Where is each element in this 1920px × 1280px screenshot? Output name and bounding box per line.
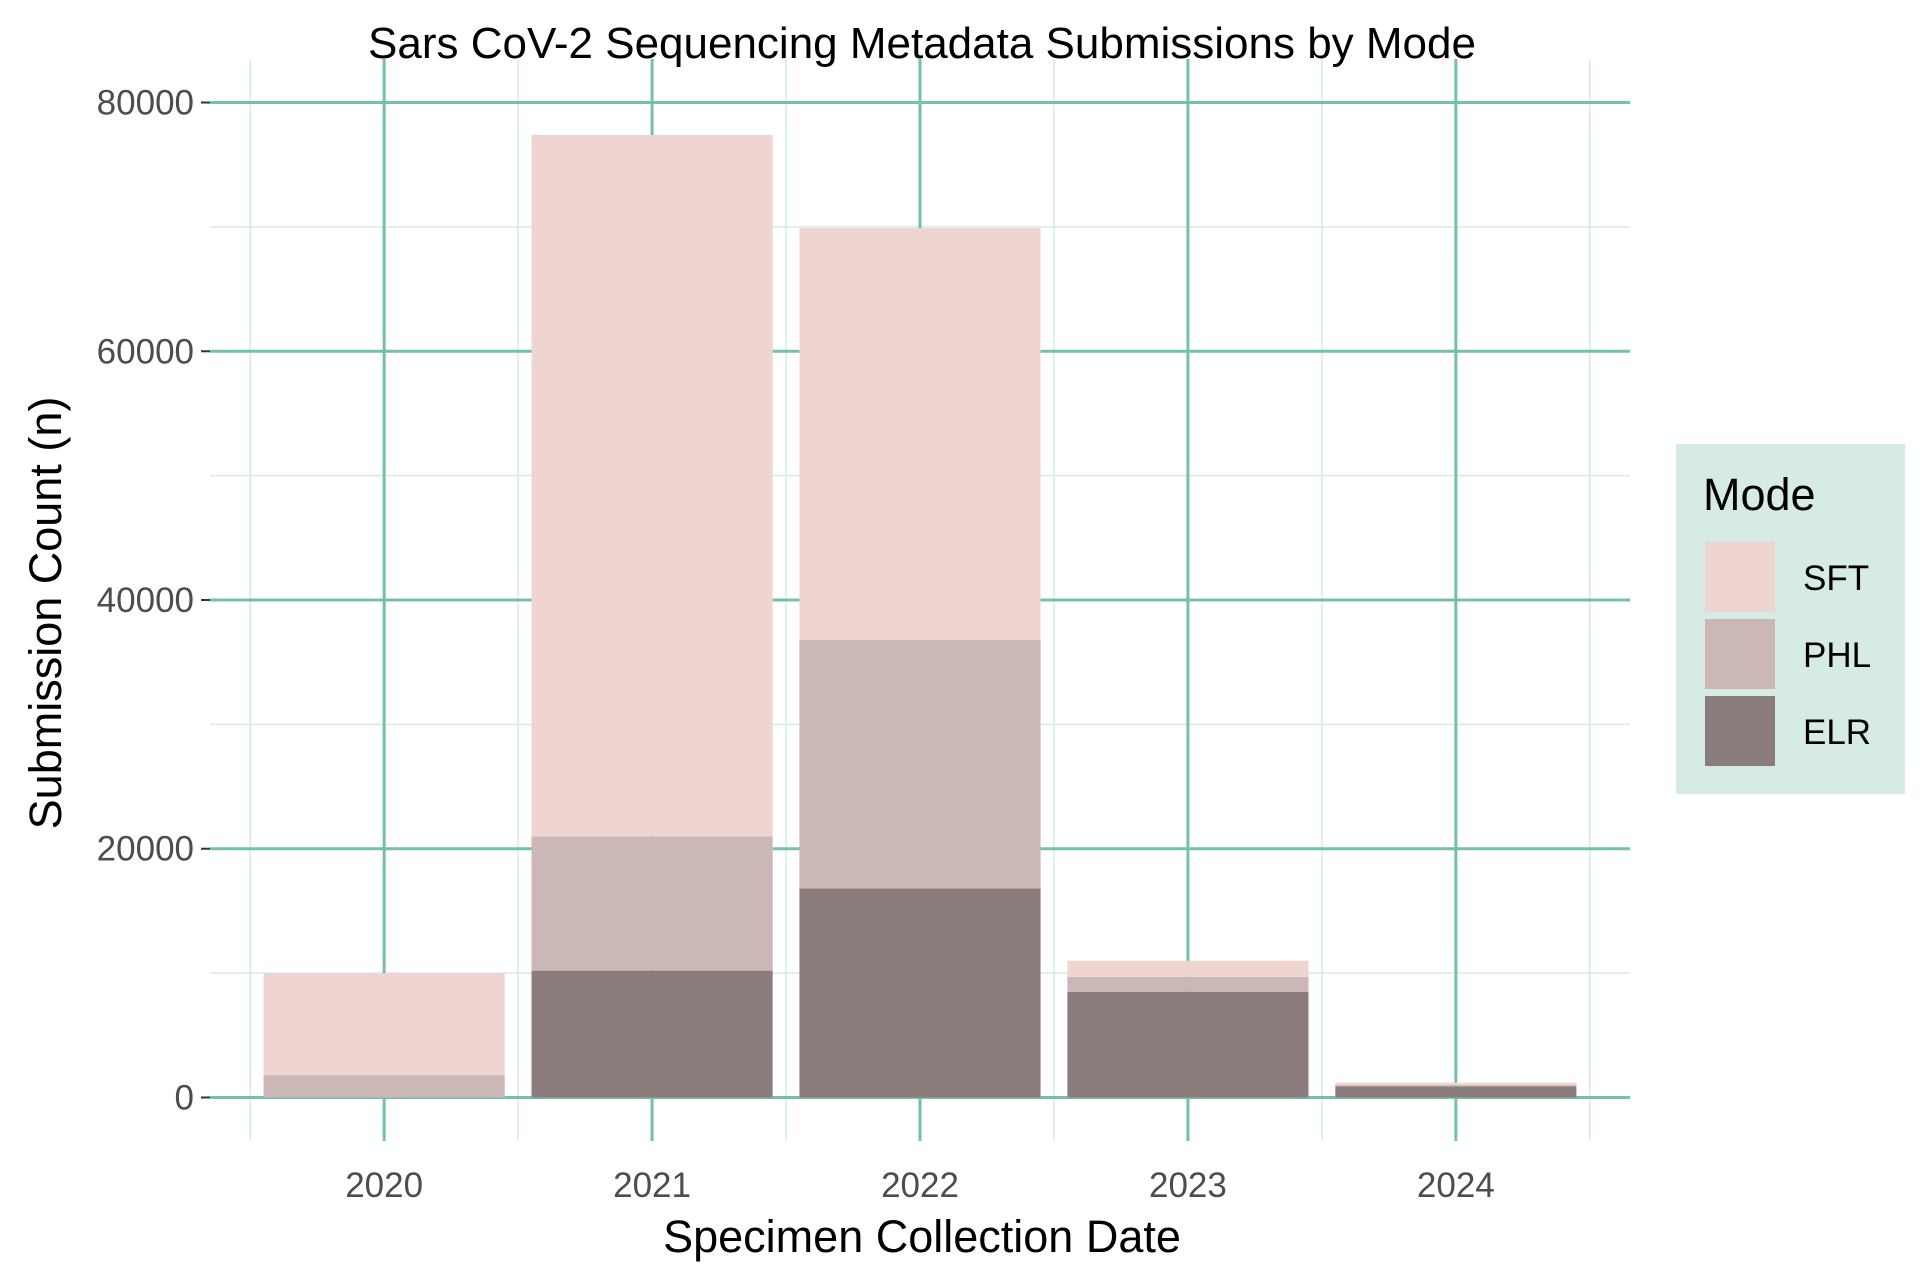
legend-items: SFT PHL ELR <box>1705 542 1871 766</box>
bar-sft-2024 <box>1335 1082 1577 1086</box>
bar-elr-2022 <box>799 888 1041 1098</box>
x-axis-title: Specimen Collection Date <box>663 1211 1181 1262</box>
y-tick-label: 20000 <box>97 830 194 869</box>
x-tick-label: 2021 <box>613 1166 691 1205</box>
chart-title: Sars CoV-2 Sequencing Metadata Submissio… <box>368 19 1476 68</box>
x-tick-label: 2022 <box>881 1166 959 1205</box>
bar-phl-2024 <box>1335 1085 1577 1087</box>
legend-title: Mode <box>1703 469 1816 520</box>
bar-phl-2022 <box>799 639 1041 889</box>
legend-label-elr: ELR <box>1803 713 1871 752</box>
y-tick-label: 40000 <box>97 581 194 620</box>
legend-swatch-elr <box>1705 696 1775 766</box>
y-tick-label: 60000 <box>97 332 194 371</box>
legend-label-sft: SFT <box>1803 559 1869 598</box>
bar-sft-2020 <box>263 973 505 1076</box>
x-tick-label: 2023 <box>1149 1166 1227 1205</box>
bar-phl-2023 <box>1067 976 1309 992</box>
ticks: 0 20000 40000 60000 80000 2020 2021 2022 2023 202… <box>97 84 1495 1205</box>
legend: Mode SFT PHL ELR <box>1676 444 1905 794</box>
bar-sft-2022 <box>799 228 1041 640</box>
y-tick-label: 0 <box>175 1078 194 1117</box>
x-tick-label: 2020 <box>345 1166 423 1205</box>
legend-swatch-phl <box>1705 619 1775 689</box>
bar-sft-2021 <box>531 134 773 837</box>
y-tick-label: 80000 <box>97 84 194 123</box>
bars <box>263 134 1577 1098</box>
bar-elr-2021 <box>531 970 773 1098</box>
x-tick-label: 2024 <box>1417 1166 1495 1205</box>
y-axis-title: Submission Count (n) <box>20 397 71 830</box>
bar-sft-2023 <box>1067 960 1309 977</box>
bar-phl-2021 <box>531 836 773 971</box>
bar-elr-2024 <box>1335 1086 1577 1098</box>
legend-swatch-sft <box>1705 542 1775 612</box>
legend-label-phl: PHL <box>1803 636 1871 675</box>
bar-elr-2023 <box>1067 991 1309 1098</box>
bar-phl-2020 <box>263 1075 505 1098</box>
